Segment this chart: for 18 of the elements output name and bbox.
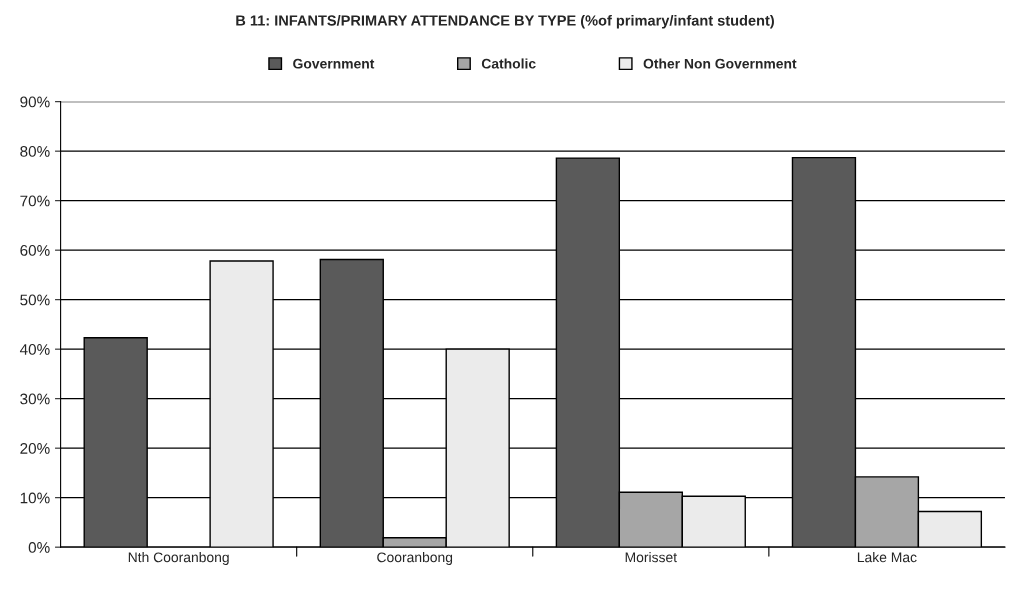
y-tick-label: 70% — [20, 195, 50, 207]
y-tick-label: 20% — [20, 443, 50, 454]
x-tick-label: Morisset — [625, 552, 677, 563]
y-tick-label: 0% — [28, 542, 50, 553]
y-tick-label: 80% — [20, 146, 50, 157]
legend-label: Other Non Government — [643, 58, 797, 69]
legend-label: Catholic — [481, 58, 536, 69]
y-tick-label: 50% — [20, 294, 50, 306]
y-tick-label: 40% — [19, 344, 50, 355]
x-tick-label: Lake Mac — [857, 552, 917, 563]
chart-title: B 11: INFANTS/PRIMARY ATTENDANCE BY TYPE (%of primary/infant student) — [236, 14, 774, 29]
y-tick-label: 10% — [20, 492, 50, 504]
legend-label: Government — [293, 58, 375, 69]
x-tick-label: Cooranbong — [377, 552, 453, 565]
y-tick-label: 60% — [20, 245, 50, 256]
y-tick-label: 30% — [20, 393, 50, 405]
x-tick-label: Nth Cooranbong — [128, 552, 229, 565]
y-tick-label: 90% — [20, 96, 50, 108]
